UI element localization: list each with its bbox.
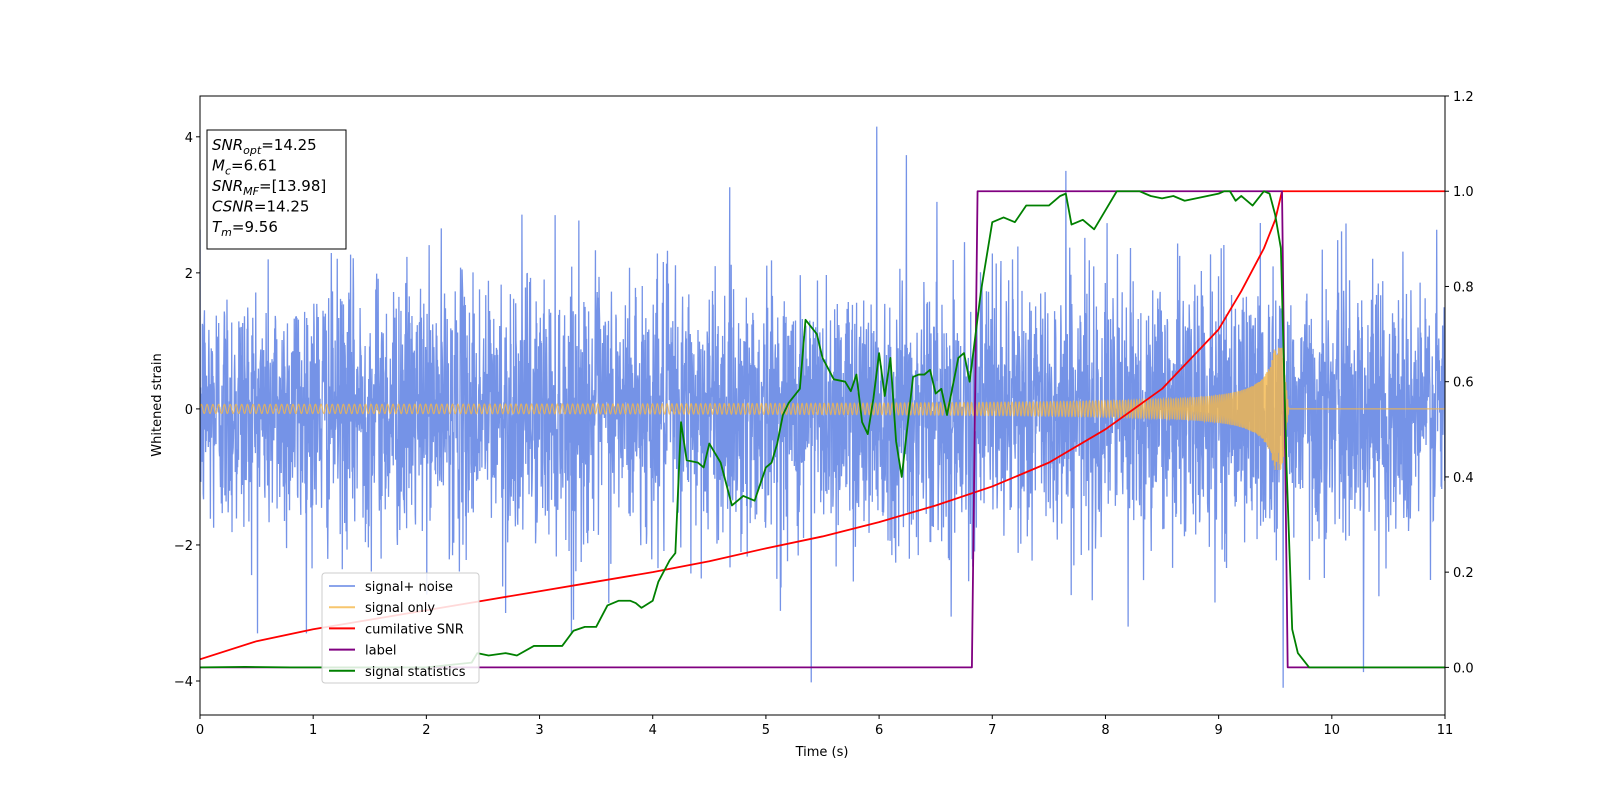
x-tick-label: 2: [422, 723, 430, 738]
x-tick-label: 10: [1324, 723, 1341, 738]
x-axis: 0 1 2 3 4 5 6 7 8 9 10 11: [196, 715, 1453, 738]
y-left-tick-label: −2: [174, 539, 193, 554]
x-tick-label: 11: [1437, 723, 1454, 738]
info-box: SNRopt=14.25Mc=6.61SNRMF=[13.98]CSNR=14.…: [206, 129, 347, 250]
info-box-row: CSNR=14.25: [212, 198, 309, 216]
y-right-tick-label: 1.2: [1453, 90, 1474, 105]
y-right-tick-label: 1.0: [1453, 185, 1474, 200]
info-box-row: Tm=9.56: [212, 218, 278, 239]
info-box-row: Mc=6.61: [212, 157, 277, 178]
right-y-axis: 0.0 0.2 0.4 0.6 0.8 1.0 1.2: [1445, 90, 1474, 676]
y-right-tick-label: 0.2: [1453, 566, 1474, 581]
y-right-tick-label: 0.8: [1453, 280, 1474, 295]
x-tick-label: 0: [196, 723, 204, 738]
legend-label: label: [365, 644, 396, 659]
left-y-axis: −4 −2 0 2 4: [174, 131, 200, 690]
legend-label: cumilative SNR: [365, 622, 464, 637]
y-left-tick-label: 4: [185, 131, 193, 146]
y-right-tick-label: 0.0: [1453, 661, 1474, 676]
y-left-tick-label: −4: [174, 675, 193, 690]
plot-area-frame: [199, 95, 1446, 716]
legend-label: signal statistics: [365, 665, 466, 680]
x-tick-label: 7: [988, 723, 996, 738]
info-box-row: SNRMF=[13.98]: [212, 177, 326, 198]
y-left-tick-label: 0: [185, 403, 193, 418]
x-tick-label: 3: [535, 723, 543, 738]
x-tick-label: 9: [1214, 723, 1222, 738]
x-tick-label: 4: [649, 723, 657, 738]
x-tick-label: 8: [1101, 723, 1109, 738]
legend-label: signal only: [365, 601, 435, 616]
y-right-tick-label: 0.6: [1453, 376, 1474, 391]
y-right-tick-label: 0.4: [1453, 471, 1474, 486]
x-tick-label: 6: [875, 723, 883, 738]
left-y-axis-label: Whitened strain: [150, 353, 165, 456]
legend-label: signal+ noise: [365, 580, 453, 595]
series-signal-only-line: [200, 347, 1445, 471]
y-left-tick-label: 2: [185, 267, 193, 282]
legend: signal+ noise signal only cumilative SNR la…: [321, 572, 480, 684]
series-signal-statistics-line: [200, 190, 1445, 669]
info-box-row: SNRopt=14.25: [212, 136, 317, 157]
x-tick-label: 5: [762, 723, 770, 738]
x-tick-label: 1: [309, 723, 317, 738]
x-axis-label: Time (s): [795, 745, 849, 760]
